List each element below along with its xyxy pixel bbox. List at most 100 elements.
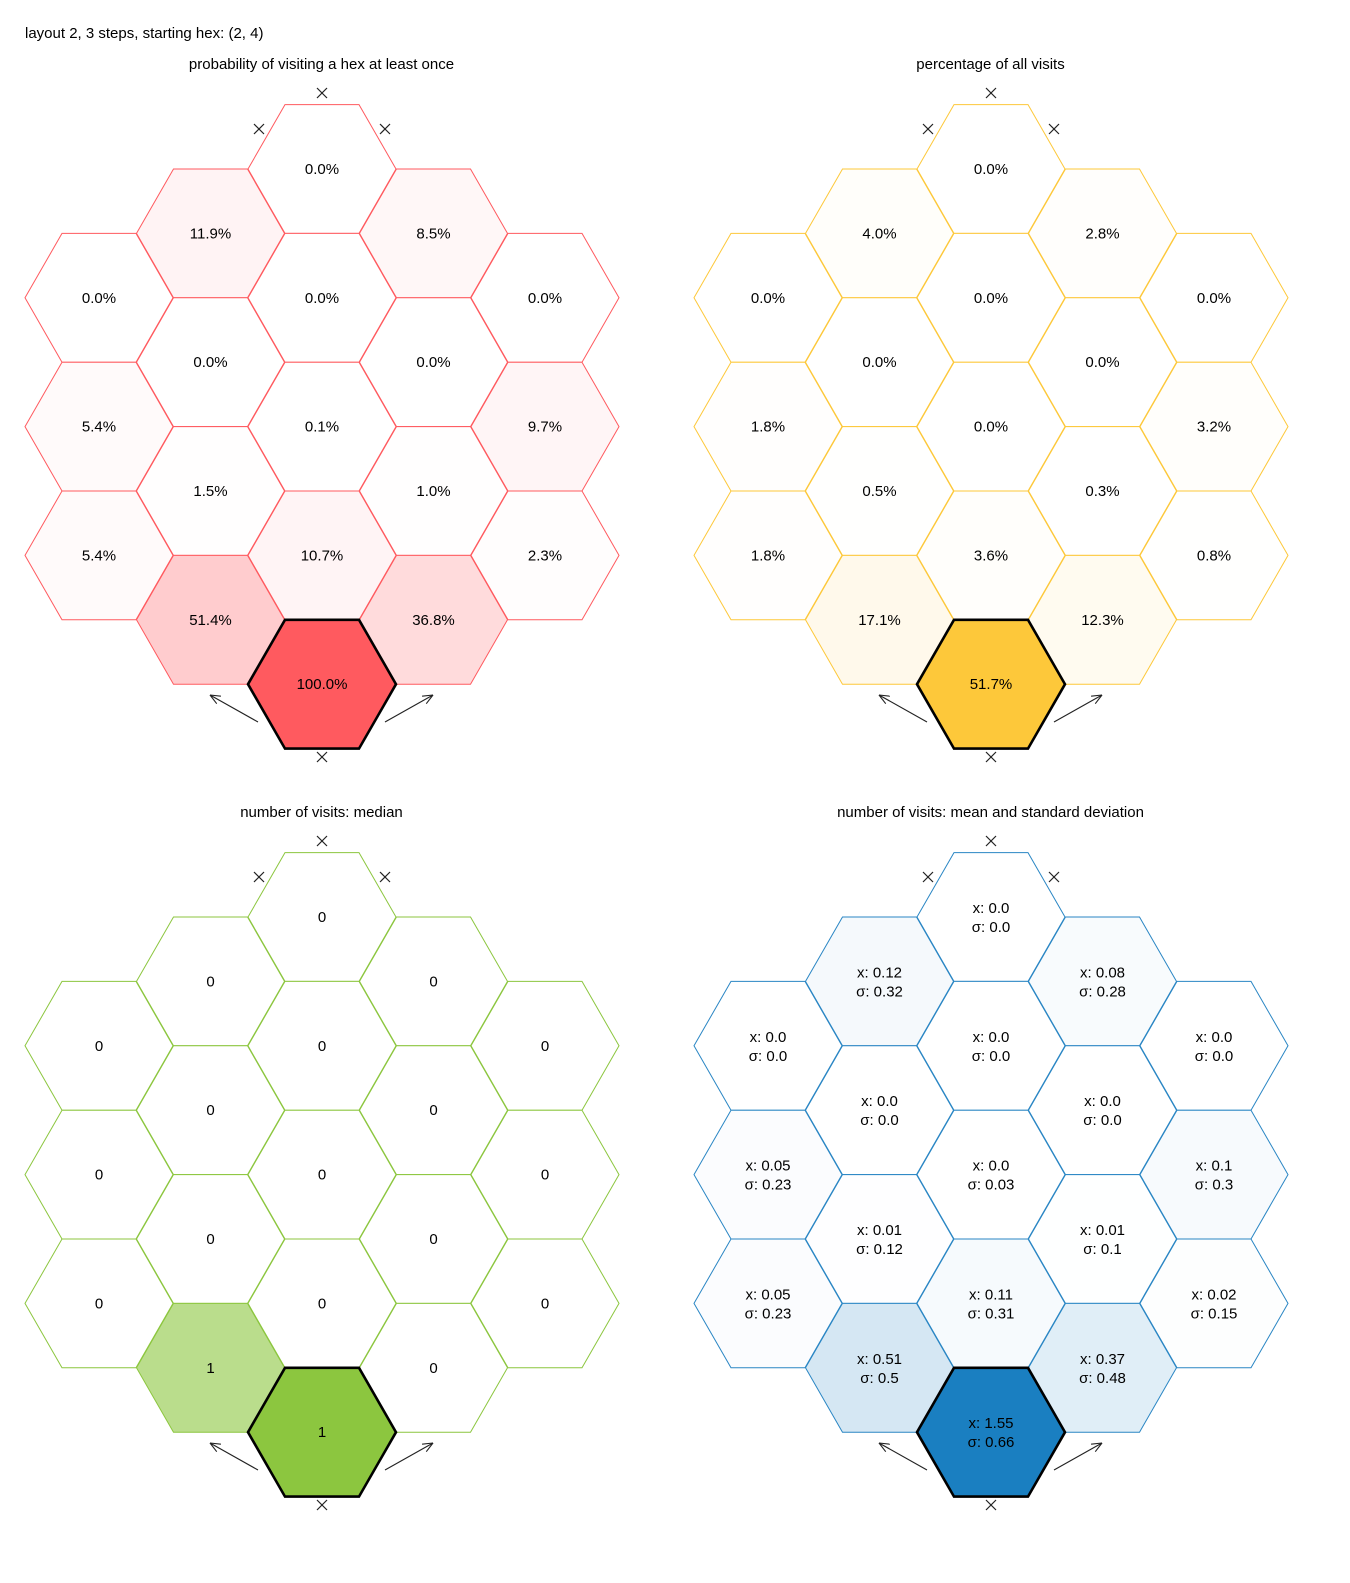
hex-value-label: 11.9% <box>190 225 231 242</box>
hex-value-label: x: 0.0 <box>1084 1093 1121 1110</box>
blocked-exit-icon <box>253 871 265 883</box>
hex-value-label: 1 <box>206 1360 214 1377</box>
blocked-exit-icon <box>985 87 997 99</box>
hex-sd-label: σ: 0.23 <box>745 1177 792 1194</box>
blocked-exit-icon <box>316 835 328 847</box>
hex-value-label: 0 <box>429 1360 437 1377</box>
hex-sd-label: σ: 0.0 <box>972 919 1010 936</box>
hex-cell: 17.1% <box>804 554 955 685</box>
hex-sd-label: σ: 0.23 <box>745 1305 792 1322</box>
hex-value-label: 0.0% <box>1085 354 1119 371</box>
hex-value-label: x: 0.05 <box>745 1158 790 1175</box>
hex-cell: 36.8% <box>358 554 509 685</box>
exit-arrow-icon <box>209 694 259 723</box>
hex-value-label: 0.0% <box>974 161 1008 178</box>
hex-cell: 0.0% <box>916 232 1066 363</box>
hex-sd-label: σ: 0.03 <box>968 1177 1015 1194</box>
hex-cell: 1.5% <box>135 426 286 556</box>
blocked-exit-icon <box>316 1499 328 1511</box>
page-title: layout 2, 3 steps, starting hex: (2, 4) <box>25 25 264 42</box>
exit-arrow-icon <box>878 1442 928 1471</box>
hex-value-label: 0.0% <box>974 290 1008 307</box>
hex-sd-label: σ: 0.15 <box>1191 1305 1238 1322</box>
hex-value-label: 0 <box>429 1102 437 1119</box>
blocked-exit-icon <box>253 123 265 135</box>
panel-percentage: percentage of all visits 0.0% 4.0% 2.8% 0.0… <box>669 56 1312 776</box>
hex-value-label: x: 0.05 <box>745 1286 790 1303</box>
start-hex: x: 1.55 σ: 0.66 <box>915 1366 1067 1498</box>
hex-value-label: x: 0.0 <box>973 1158 1010 1175</box>
exit-arrow-icon <box>1053 1442 1103 1471</box>
hex-value-label: x: 0.01 <box>1080 1222 1125 1239</box>
hex-value-label: 0 <box>541 1038 549 1055</box>
hex-cell: x: 0.0 σ: 0.03 <box>916 1109 1066 1240</box>
hex-value-label: 0 <box>318 1167 326 1184</box>
hex-value-label: 1 <box>318 1424 326 1441</box>
hex-sd-label: σ: 0.12 <box>856 1241 903 1258</box>
panel-mean-sd: number of visits: mean and standard devi… <box>669 804 1312 1524</box>
hex-value-label: 100.0% <box>297 676 348 693</box>
hex-cell: x: 0.1 σ: 0.3 <box>1139 1109 1289 1240</box>
hex-value-label: 0.1% <box>305 419 339 436</box>
hex-sd-label: σ: 0.3 <box>1195 1177 1233 1194</box>
hex-value-label: 0.0% <box>305 290 339 307</box>
hex-value-label: 0.0% <box>305 161 339 178</box>
blocked-exit-icon <box>1048 871 1060 883</box>
hex-value-label: 2.8% <box>1085 225 1119 242</box>
hex-value-label: 0 <box>541 1167 549 1184</box>
blocked-exit-icon <box>1048 123 1060 135</box>
hex-sd-label: σ: 0.0 <box>1083 1112 1121 1129</box>
hex-value-label: 0 <box>318 909 326 926</box>
hex-value-label: 5.4% <box>82 547 116 564</box>
hex-sd-label: σ: 0.66 <box>968 1434 1015 1451</box>
hex-value-label: 2.3% <box>528 547 562 564</box>
hex-value-label: 1.5% <box>193 483 227 500</box>
hex-sd-label: σ: 0.48 <box>1079 1370 1126 1387</box>
hex-value-label: 1.8% <box>751 547 785 564</box>
hex-cell: x: 0.05 σ: 0.23 <box>693 1238 843 1369</box>
hex-value-label: x: 0.01 <box>857 1222 902 1239</box>
hex-value-label: x: 0.02 <box>1191 1286 1236 1303</box>
hex-value-label: 4.0% <box>862 225 896 242</box>
hex-cell: 4.0% <box>804 168 955 299</box>
blocked-exit-icon <box>985 751 997 763</box>
hex-value-label: 0.0% <box>1197 290 1231 307</box>
exit-arrow-icon <box>878 694 928 723</box>
hex-sd-label: σ: 0.31 <box>968 1305 1015 1322</box>
hex-value-label: 0 <box>318 1038 326 1055</box>
hex-value-label: 17.1% <box>858 612 901 629</box>
hex-sd-label: σ: 0.5 <box>860 1370 898 1387</box>
hex-value-label: x: 0.0 <box>861 1093 898 1110</box>
hex-value-label: 36.8% <box>412 612 455 629</box>
hex-value-label: x: 0.1 <box>1196 1158 1233 1175</box>
panel-title: number of visits: median <box>240 804 403 821</box>
hex-cell: 3.2% <box>1139 361 1289 492</box>
hex-sd-label: σ: 0.28 <box>1079 983 1126 1000</box>
hex-cell: x: 0.0 σ: 0.0 <box>1027 1045 1178 1176</box>
hex-value-label: 0 <box>429 1231 437 1248</box>
hex-value-label: 0 <box>429 973 437 990</box>
hex-cell: x: 0.02 σ: 0.15 <box>1139 1238 1289 1369</box>
exit-arrow-icon <box>209 1442 259 1471</box>
hex-cell: 51.4% <box>135 554 286 685</box>
panel-title: percentage of all visits <box>916 56 1065 73</box>
hex-value-label: 0.5% <box>862 483 896 500</box>
hex-value-label: 0 <box>206 973 214 990</box>
blocked-exit-icon <box>379 123 391 135</box>
hex-sd-label: σ: 0.0 <box>972 1048 1010 1065</box>
hex-cell: 0.0% <box>247 232 397 363</box>
start-hex: 51.7% <box>915 618 1067 750</box>
hex-value-label: x: 0.0 <box>750 1029 787 1046</box>
hex-value-label: 0 <box>206 1231 214 1248</box>
hex-value-label: 0.8% <box>1197 547 1231 564</box>
hex-value-label: 0 <box>318 1295 326 1312</box>
hex-value-label: 0.0% <box>193 354 227 371</box>
hex-cell: x: 0.37 σ: 0.48 <box>1027 1302 1178 1433</box>
hex-cell: x: 0.12 σ: 0.32 <box>804 916 955 1047</box>
hex-value-label: 10.7% <box>301 547 344 564</box>
hex-value-label: x: 0.51 <box>857 1351 902 1368</box>
hex-cell: 0.5% <box>804 426 955 556</box>
exit-arrow-icon <box>384 1442 434 1471</box>
hex-sd-label: σ: 0.32 <box>856 983 903 1000</box>
hex-value-label: 0 <box>95 1295 103 1312</box>
